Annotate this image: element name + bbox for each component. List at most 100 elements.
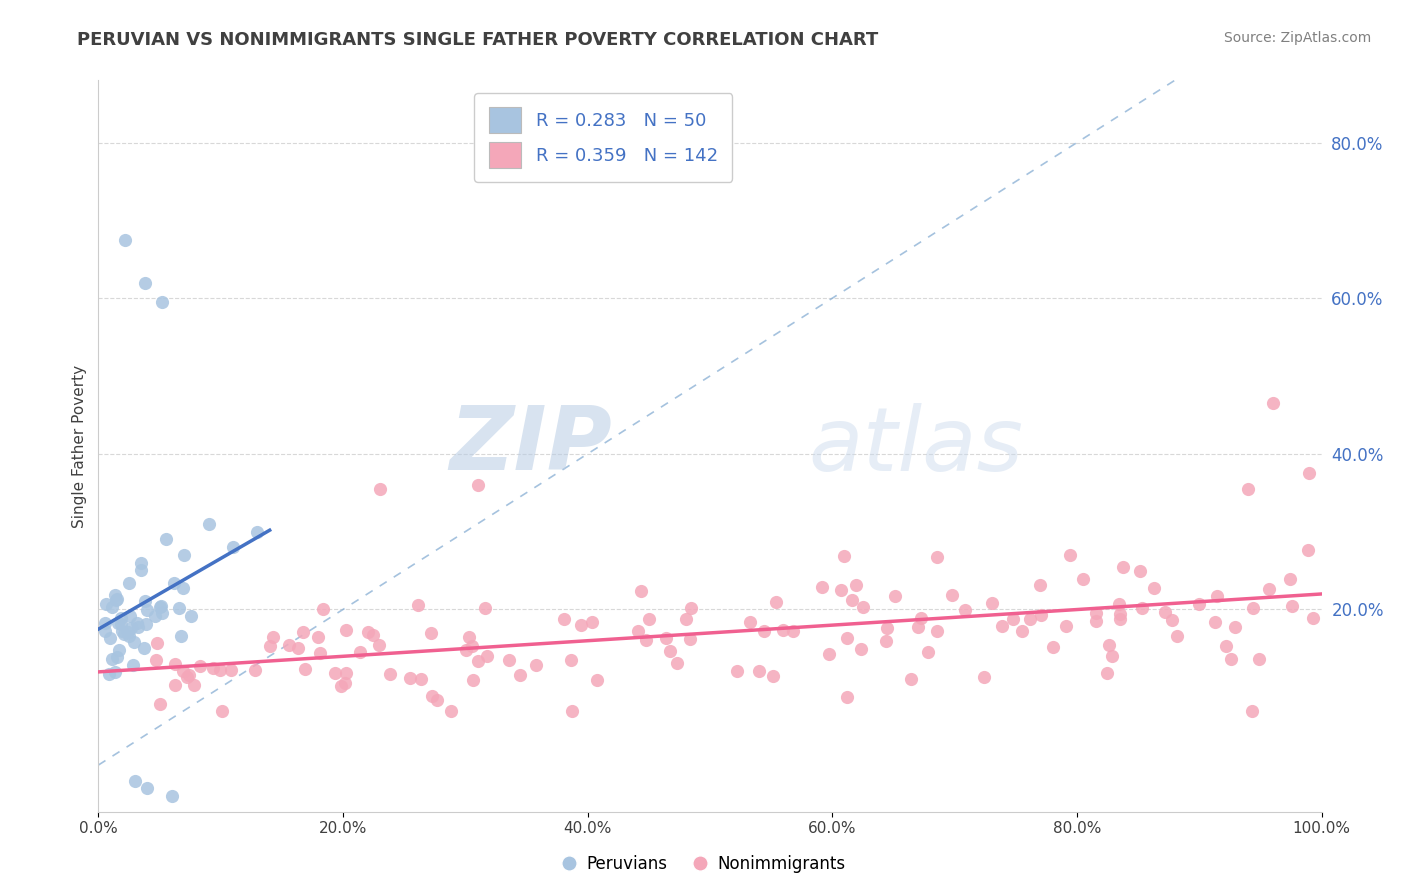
- Point: [262, 630, 284, 644]
- Point: [561, 704, 583, 718]
- Point: [1059, 548, 1081, 562]
- Text: Source: ZipAtlas.com: Source: ZipAtlas.com: [1223, 31, 1371, 45]
- Y-axis label: Single Father Poverty: Single Father Poverty: [72, 365, 87, 527]
- Point: [1011, 624, 1033, 638]
- Point: [991, 618, 1014, 632]
- Point: [149, 697, 172, 711]
- Point: [101, 652, 124, 666]
- Point: [177, 667, 200, 681]
- Point: [180, 609, 202, 624]
- Point: [1042, 640, 1064, 654]
- Point: [291, 625, 314, 640]
- Point: [900, 673, 922, 687]
- Point: [107, 616, 129, 631]
- Point: [837, 690, 859, 704]
- Point: [124, 773, 146, 788]
- Point: [134, 593, 156, 607]
- Point: [399, 671, 422, 685]
- Point: [1001, 612, 1024, 626]
- Point: [136, 781, 159, 796]
- Point: [329, 679, 352, 693]
- Point: [1054, 619, 1077, 633]
- Point: [1130, 601, 1153, 615]
- Point: [94, 624, 117, 639]
- Point: [627, 624, 650, 639]
- Point: [1204, 615, 1226, 630]
- Point: [105, 593, 128, 607]
- Point: [368, 482, 391, 496]
- Point: [183, 678, 205, 692]
- Point: [150, 599, 173, 614]
- Point: [553, 612, 575, 626]
- Point: [875, 633, 897, 648]
- Point: [378, 666, 401, 681]
- Point: [1261, 396, 1284, 410]
- Point: [762, 669, 785, 683]
- Point: [1166, 629, 1188, 643]
- Point: [835, 632, 858, 646]
- Point: [259, 639, 281, 653]
- Point: [1247, 652, 1270, 666]
- Point: [120, 621, 142, 635]
- Point: [135, 617, 157, 632]
- Point: [560, 653, 582, 667]
- Point: [467, 478, 489, 492]
- Point: [368, 638, 391, 652]
- Point: [287, 641, 309, 656]
- Point: [1281, 599, 1303, 613]
- Point: [852, 599, 875, 614]
- Point: [93, 616, 115, 631]
- Point: [498, 653, 520, 667]
- Point: [103, 588, 125, 602]
- Point: [973, 670, 995, 684]
- Point: [118, 629, 141, 643]
- Point: [1071, 572, 1094, 586]
- Point: [1019, 611, 1042, 625]
- Point: [211, 704, 233, 718]
- Point: [725, 665, 748, 679]
- Point: [98, 631, 121, 645]
- Point: [307, 630, 329, 644]
- Point: [169, 600, 191, 615]
- Point: [131, 563, 153, 577]
- Point: [907, 620, 929, 634]
- Point: [675, 612, 697, 626]
- Point: [118, 576, 141, 591]
- Point: [910, 610, 932, 624]
- Point: [127, 615, 149, 630]
- Point: [1108, 607, 1130, 621]
- Point: [176, 670, 198, 684]
- Point: [312, 601, 335, 615]
- Point: [637, 612, 659, 626]
- Point: [849, 641, 872, 656]
- Point: [748, 664, 770, 678]
- Point: [101, 600, 124, 615]
- Point: [278, 639, 301, 653]
- Point: [772, 623, 794, 637]
- Point: [955, 603, 977, 617]
- Point: [475, 649, 498, 664]
- Point: [845, 578, 868, 592]
- Point: [655, 631, 678, 645]
- Point: [112, 627, 135, 641]
- Point: [335, 623, 357, 637]
- Point: [149, 599, 172, 614]
- Point: [634, 632, 657, 647]
- Point: [136, 603, 159, 617]
- Point: [1029, 608, 1052, 623]
- Point: [110, 616, 132, 631]
- Point: [1237, 482, 1260, 496]
- Point: [765, 595, 787, 609]
- Point: [467, 654, 489, 668]
- Point: [163, 575, 186, 590]
- Point: [630, 583, 652, 598]
- Point: [335, 665, 357, 680]
- Point: [1112, 559, 1135, 574]
- Point: [834, 549, 856, 563]
- Point: [122, 635, 145, 649]
- Point: [222, 540, 245, 554]
- Point: [363, 628, 385, 642]
- Point: [1298, 467, 1320, 481]
- Point: [114, 233, 136, 247]
- Point: [110, 611, 132, 625]
